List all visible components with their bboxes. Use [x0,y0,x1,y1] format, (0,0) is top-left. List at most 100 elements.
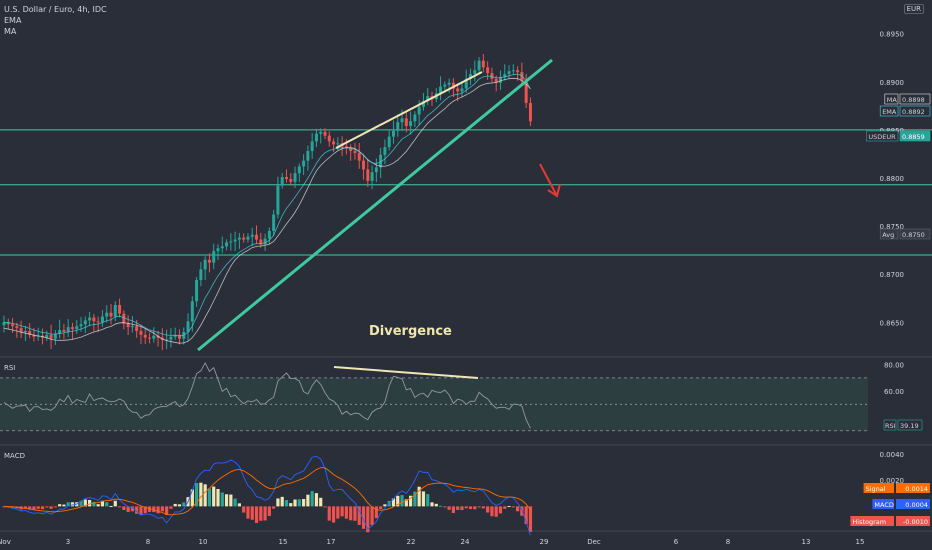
macd-histogram-bar [45,506,49,508]
candle-body [92,317,96,322]
rsi-name-label: RSI [885,422,896,430]
macd-histogram-bar [468,506,473,510]
currency-badge: EUR [903,4,924,14]
macd-histogram-bar [224,494,229,507]
x-tick-label: 10 [199,538,208,546]
candle-body [199,269,203,280]
macd-histogram-bar [447,506,451,510]
candle-body [426,96,430,102]
candle-body [284,177,288,179]
candle-body [66,327,70,332]
macd-histogram-bar [366,506,370,533]
candle-body [109,312,113,317]
candle-body [237,237,241,240]
candle-body [477,60,481,71]
candle-body [404,118,408,127]
rsi-band [0,377,868,431]
candle-body [246,236,250,240]
macd-histogram-bar [323,506,327,508]
macd-histogram-bar [486,506,490,513]
candle-body [357,152,361,161]
macd-histogram-bar [357,506,361,525]
macd-histogram-bar [156,506,160,514]
divergence-annotation: Divergence [369,324,452,339]
ema-legend-label: EMA [4,16,22,25]
macd-histogram-bar [413,491,417,507]
macd-tick-label: 0.0040 [880,451,905,459]
macd-histogram-bar [383,504,387,507]
ma-line [3,77,531,344]
candle-body [58,330,62,334]
x-tick-label: 15 [856,538,865,546]
candle-body [498,76,502,83]
candle-body [443,84,447,87]
macd-histogram-bar [92,501,96,507]
price-label-name: Avg [882,231,894,239]
macd-name-box [872,499,894,509]
candle-body [126,323,130,328]
macd-histogram-bar [302,499,306,507]
macd-name-label: Histogram [852,518,886,526]
macd-histogram-bar [379,506,383,509]
candle-body [332,141,336,145]
macd-histogram-bar [511,506,515,508]
candle-body [306,151,310,161]
rsi-panel-title: RSI [4,364,16,372]
candle-body [391,130,395,137]
macd-histogram-bar [438,505,443,507]
candle-body [62,330,66,332]
candle-body [135,326,139,331]
macd-histogram-bar [280,496,284,507]
price-value-box [899,93,931,105]
candle-body [289,178,293,182]
macd-value-label: -0.0010 [903,518,928,526]
candle-body [516,70,520,73]
candle-body [113,305,117,317]
macd-histogram-bar [524,506,528,525]
candle-body [130,326,134,328]
candle-body [229,241,233,243]
candle-body [96,321,100,323]
macd-histogram-bar [40,506,45,510]
macd-histogram-bar [173,503,177,507]
macd-histogram-bar [147,506,152,512]
candle-body [267,230,271,239]
macd-histogram-bar [391,498,396,507]
candle-body [323,131,327,136]
rsi-value-label: 39.19 [900,422,919,430]
macd-histogram-bar [220,492,224,507]
price-divergence-line [335,71,483,149]
price-label-value: 0.8859 [902,133,925,141]
macd-value-box [896,483,930,493]
candle-body [15,326,19,329]
price-value-box [899,130,931,142]
macd-value-box [896,516,930,526]
rsi-tick-label: 60.00 [884,388,904,396]
macd-name-label: MACD [874,501,893,509]
macd-histogram-bar [520,506,524,516]
price-label-box [866,130,899,142]
candle-body [169,336,173,340]
candle-body [413,114,417,122]
macd-histogram-bar [314,493,319,507]
macd-histogram-bar [426,494,430,507]
chart-legend: U.S. Dollar / Euro, 4h, IDC EMA MA [4,4,107,37]
macd-histogram-bar [254,506,259,524]
x-tick-label: 29 [540,538,549,546]
candle-body [19,328,23,332]
candle-body [417,106,421,115]
candle-body [190,301,194,322]
candle-body [6,322,10,325]
candle-body [53,333,57,339]
macd-panel-title: MACD [4,452,25,460]
macd-histogram-bar [242,506,246,513]
candle-body [451,82,455,89]
candle-body [100,316,104,323]
macd-histogram-bar [36,506,40,509]
candle-body [259,239,263,245]
candle-body [319,131,323,134]
macd-histogram-bar [113,500,117,507]
price-label-value: 0.8750 [902,231,925,239]
candle-body [511,70,515,72]
